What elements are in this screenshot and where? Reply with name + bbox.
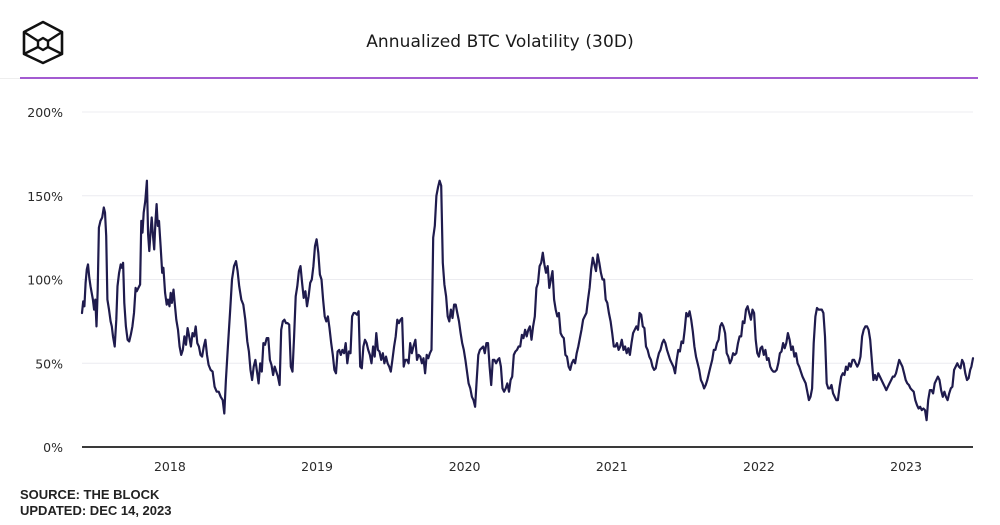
y-tick-label: 150%	[27, 189, 63, 204]
chart-title: Annualized BTC Volatility (30D)	[366, 32, 634, 52]
x-tick-label: 2021	[596, 459, 628, 474]
x-axis-ticks: 2018 2019 2020 2021 2022 2023	[154, 459, 922, 474]
x-tick-label: 2018	[154, 459, 186, 474]
source-label: SOURCE: THE BLOCK	[20, 487, 160, 502]
x-tick-label: 2020	[449, 459, 481, 474]
the-block-logo-icon	[22, 20, 64, 65]
y-axis-ticks: 0% 50% 100% 150% 200%	[27, 105, 63, 455]
chart-footer: SOURCE: THE BLOCK UPDATED: DEC 14, 2023	[20, 487, 171, 519]
header-separator	[0, 78, 20, 79]
x-tick-label: 2023	[890, 459, 922, 474]
y-tick-label: 0%	[43, 440, 63, 455]
x-tick-label: 2019	[301, 459, 333, 474]
x-tick-label: 2022	[743, 459, 775, 474]
gridlines	[82, 111, 973, 364]
accent-rule	[20, 77, 978, 79]
volatility-line	[80, 179, 975, 422]
updated-label: UPDATED: DEC 14, 2023	[20, 503, 172, 518]
y-tick-label: 200%	[27, 105, 63, 120]
y-tick-label: 100%	[27, 273, 63, 288]
y-tick-label: 50%	[35, 356, 63, 371]
